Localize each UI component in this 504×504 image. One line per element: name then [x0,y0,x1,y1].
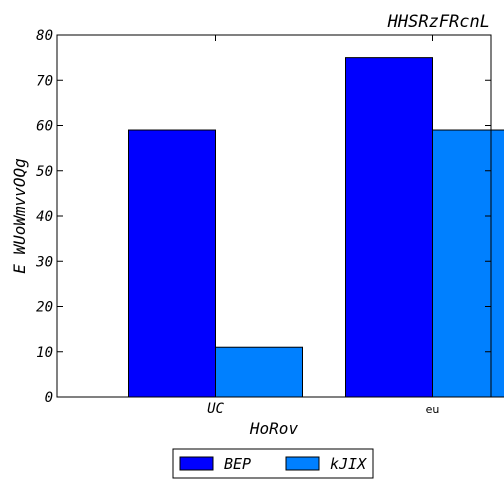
y-tick-label: 40 [36,209,53,225]
bar-bep-eu [345,57,433,398]
bar-bep-uc [128,129,216,398]
x-tick-label-uc: UC [207,401,224,417]
legend: BEP kJIX [172,448,374,479]
legend-label-bep: BEP [224,455,251,473]
legend-label-kjix: kJIX [330,455,367,473]
y-tick-label: 0 [45,390,53,406]
y-axis-ticks: 0 10 20 30 40 50 60 70 80 [35,28,491,406]
y-tick-label: 60 [36,119,53,135]
y-tick-label: 50 [36,164,53,180]
y-tick-label: 70 [36,73,53,89]
y-axis-label: E WUoWmvvOQg [10,158,29,274]
x-axis-ticks: UC eu [207,35,439,417]
legend-swatch-kjix [285,456,320,471]
legend-swatch-bep [179,456,214,471]
bar-kjix-uc [215,346,303,398]
y-tick-label: 20 [36,300,53,316]
chart-title: HHSRzFRcnL [387,12,490,32]
y-tick-label: 30 [35,254,53,270]
y-tick-label: 80 [36,28,53,44]
x-axis-label: HoRov [249,419,299,438]
x-tick-label-eu: eu [426,403,440,416]
y-tick-label: 10 [36,345,53,361]
bars-group [128,57,504,398]
bar-kjix-eu [432,129,504,398]
